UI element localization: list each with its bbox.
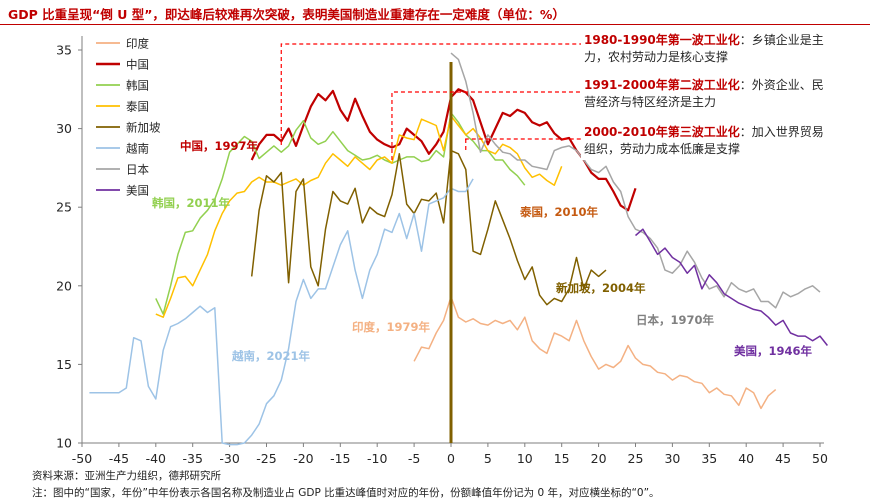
x-tick-label: 0 <box>447 451 455 466</box>
x-tick-label: -10 <box>367 451 387 466</box>
series-line <box>413 296 777 410</box>
x-tick-label: 50 <box>812 451 828 466</box>
x-tick-label: 25 <box>628 451 644 466</box>
series-line <box>89 178 474 446</box>
annotation-text: 1980-1990年第一波工业化：乡镇企业是主 <box>584 32 824 47</box>
x-tick-label: -40 <box>146 451 166 466</box>
annotation-body: 营经济与特区经济是主力 <box>584 94 716 109</box>
footnote: 注：图中的“国家，年份”中年份表示各国名称及制造业占 GDP 比重达峰值时对应的… <box>32 487 660 499</box>
series-label: 印度，1979年 <box>352 320 431 334</box>
y-tick-label: 20 <box>56 278 72 293</box>
x-tick-label: 35 <box>701 451 717 466</box>
legend-label: 美国 <box>126 184 149 198</box>
source-note: 资料来源：亚洲生产力组织，德邦研究所 <box>32 470 221 482</box>
legend-label: 印度 <box>126 37 149 51</box>
x-tick-label: -35 <box>182 451 202 466</box>
annotation-body: 组织，劳动力成本低廉是支撑 <box>584 141 740 156</box>
series-label: 韩国，2011年 <box>152 196 231 210</box>
x-tick-label: -50 <box>72 451 92 466</box>
series-line <box>450 52 821 309</box>
series-label: 泰国，2010年 <box>519 205 599 219</box>
annotation-heading: 1991-2000年第二波工业化 <box>584 77 740 92</box>
y-tick-label: 25 <box>56 200 72 215</box>
y-tick-label: 10 <box>56 436 72 451</box>
x-tick-label: -20 <box>293 451 313 466</box>
x-tick-label: 5 <box>484 451 492 466</box>
legend-label: 中国 <box>126 58 149 72</box>
legend-label: 越南 <box>126 142 149 156</box>
chart-title: GDP 比重呈现“倒 U 型”，即达峰后较难再次突破，表明美国制造业重建存在一定… <box>8 7 565 22</box>
x-tick-label: 30 <box>664 451 680 466</box>
legend-label: 新加坡 <box>126 121 161 135</box>
series-line <box>155 115 563 318</box>
series-line <box>250 88 637 212</box>
annotation-body: ：加入世界贸易 <box>740 125 824 139</box>
series-line <box>250 149 607 306</box>
annotation-box <box>581 30 853 68</box>
x-tick-label: 15 <box>554 451 570 466</box>
annotation-body: ：乡镇企业是主 <box>740 32 824 47</box>
x-tick-label: 40 <box>738 451 754 466</box>
annotation-box <box>581 122 853 160</box>
y-tick-label: 30 <box>56 121 72 136</box>
title-divider <box>0 24 870 25</box>
x-tick-label: 10 <box>517 451 533 466</box>
wave-1-bracket <box>280 43 725 145</box>
annotation-heading: 2000-2010年第三波工业化 <box>584 124 740 139</box>
annotation-body: 力，农村劳动力是核心支撑 <box>584 49 728 64</box>
y-tick-label: 15 <box>56 357 72 372</box>
annotation-box <box>581 75 853 113</box>
annotation-text: 组织，劳动力成本低廉是支撑 <box>584 141 740 156</box>
x-tick-label: -45 <box>109 451 129 466</box>
series-label: 新加坡，2004年 <box>556 281 646 295</box>
annotation-text: 1991-2000年第二波工业化：外资企业、民 <box>584 77 824 92</box>
series-label: 中国，1997年 <box>180 139 259 153</box>
annotation-heading: 1980-1990年第一波工业化 <box>584 32 740 47</box>
x-tick-label: -25 <box>256 451 276 466</box>
annotation-body: ：外资企业、民 <box>740 77 824 92</box>
legend-label: 泰国 <box>126 100 149 114</box>
legend-label: 日本 <box>126 163 149 177</box>
x-tick-label: -5 <box>408 451 420 466</box>
annotation-text: 营经济与特区经济是主力 <box>584 94 716 109</box>
series-label: 越南，2021年 <box>231 349 311 363</box>
x-tick-label: -30 <box>219 451 239 466</box>
annotation-text: 2000-2010年第三波工业化：加入世界贸易 <box>584 124 824 139</box>
series-label: 日本，1970年 <box>636 313 715 327</box>
x-tick-label: -15 <box>330 451 350 466</box>
legend-label: 韩国 <box>126 79 149 93</box>
x-tick-label: 45 <box>775 451 791 466</box>
annotation-text: 力，农村劳动力是核心支撑 <box>584 49 728 64</box>
series-line <box>635 228 828 346</box>
y-tick-label: 35 <box>56 43 72 58</box>
series-label: 美国，1946年 <box>734 344 813 358</box>
x-tick-label: 20 <box>591 451 607 466</box>
